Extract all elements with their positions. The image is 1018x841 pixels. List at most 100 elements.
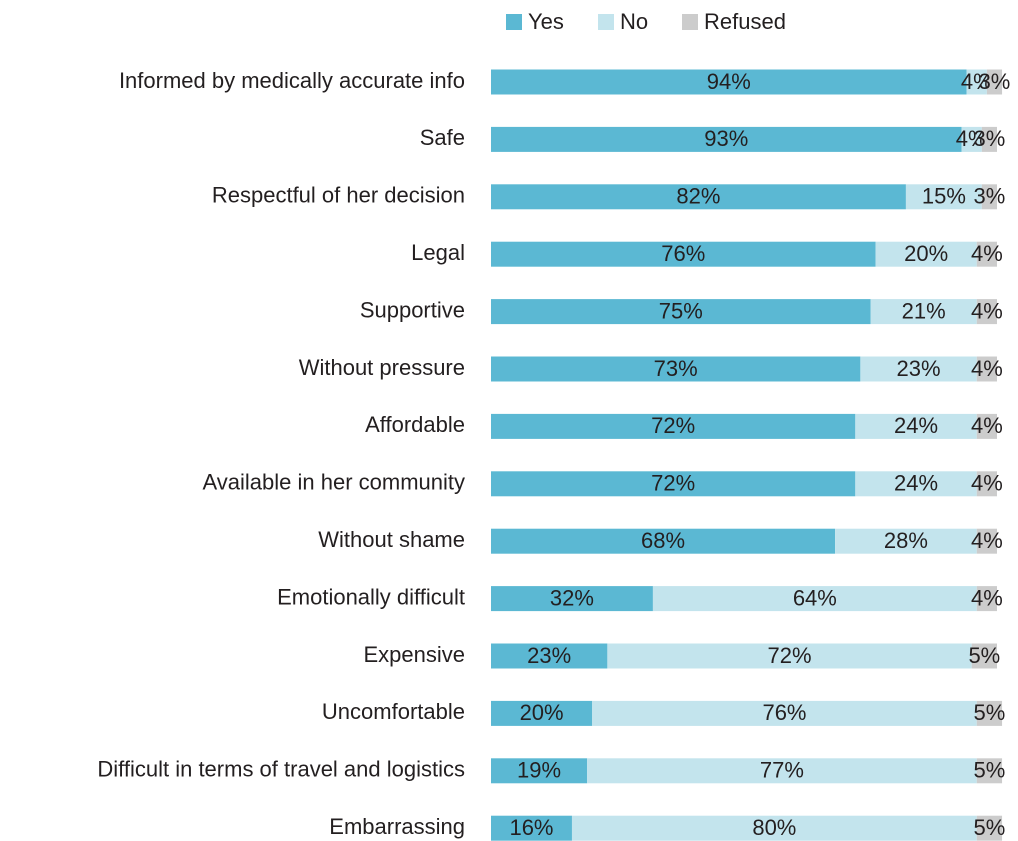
value-label: 72%: [651, 471, 695, 496]
bar-segment: [607, 643, 972, 669]
bar-segment: [971, 643, 997, 669]
legend-swatch: [682, 14, 698, 30]
category-label: Safe: [420, 125, 465, 150]
category-label: Supportive: [360, 297, 465, 322]
value-label: 82%: [676, 184, 720, 209]
value-label: 4%: [971, 471, 1003, 496]
bar-segment: [491, 528, 836, 554]
bar-segment: [491, 643, 608, 669]
bar-segment: [860, 356, 977, 382]
bar-segment: [976, 758, 1003, 784]
value-label: 5%: [968, 643, 1000, 668]
bar-segment: [491, 241, 876, 267]
bar-segment: [855, 471, 977, 497]
bar-segment: [491, 184, 906, 210]
bar-segment: [976, 241, 997, 267]
bar-segment: [491, 413, 856, 439]
bar-segment: [981, 126, 997, 152]
bar-segment: [491, 758, 588, 784]
category-label: Informed by medically accurate info: [119, 68, 465, 93]
value-label: 4%: [971, 413, 1003, 438]
category-label: Affordable: [365, 412, 465, 437]
value-label: 4%: [971, 528, 1003, 553]
value-label: 77%: [760, 758, 804, 783]
bar-segment: [981, 184, 997, 210]
value-label: 80%: [752, 815, 796, 840]
legend-swatch: [598, 14, 614, 30]
value-label: 64%: [793, 585, 837, 610]
bar-segment: [491, 356, 861, 382]
value-label: 16%: [509, 815, 553, 840]
value-label: 94%: [707, 69, 751, 94]
bar-segment: [976, 471, 997, 497]
value-label: 24%: [894, 471, 938, 496]
value-label: 93%: [704, 126, 748, 151]
bar-segment: [592, 700, 977, 726]
bar-segment: [976, 413, 997, 439]
value-label: 19%: [517, 758, 561, 783]
value-label: 75%: [659, 298, 703, 323]
value-label: 5%: [974, 815, 1006, 840]
category-label: Respectful of her decision: [212, 183, 465, 208]
bar-segment: [905, 184, 982, 210]
bar-segment: [976, 299, 997, 325]
legend-label: No: [620, 9, 648, 34]
category-label: Without pressure: [299, 355, 465, 380]
bar-segment: [976, 528, 997, 554]
value-label: 4%: [971, 585, 1003, 610]
value-label: 5%: [974, 700, 1006, 725]
value-label: 76%: [762, 700, 806, 725]
category-label: Difficult in terms of travel and logisti…: [97, 757, 465, 782]
value-label: 4%: [971, 241, 1003, 266]
bar-segment: [491, 69, 967, 95]
value-label: 21%: [902, 298, 946, 323]
value-label: 72%: [651, 413, 695, 438]
category-label: Emotionally difficult: [277, 584, 465, 609]
value-label: 5%: [974, 758, 1006, 783]
category-label: Embarrassing: [329, 814, 465, 839]
bar-segment: [491, 471, 856, 497]
bar-segment: [835, 528, 977, 554]
value-label: 4%: [971, 356, 1003, 381]
category-label: Without shame: [318, 527, 465, 552]
value-label: 32%: [550, 585, 594, 610]
bar-segment: [976, 586, 997, 612]
legend-label: Yes: [528, 9, 564, 34]
category-label: Uncomfortable: [322, 699, 465, 724]
value-label: 24%: [894, 413, 938, 438]
value-label: 68%: [641, 528, 685, 553]
bar-segment: [870, 299, 977, 325]
value-label: 20%: [520, 700, 564, 725]
bar-segment: [855, 413, 977, 439]
bar-segment: [491, 299, 871, 325]
bar-segment: [986, 69, 1003, 95]
bar-segment: [961, 126, 982, 152]
value-label: 23%: [527, 643, 571, 668]
bar-segment: [875, 241, 977, 267]
bar-segment: [571, 815, 977, 841]
value-label: 73%: [654, 356, 698, 381]
value-label: 4%: [971, 298, 1003, 323]
bar-segment: [491, 700, 593, 726]
bar-segment: [966, 69, 987, 95]
bar-segment: [976, 700, 1003, 726]
category-label: Available in her community: [203, 470, 466, 495]
category-label: Legal: [411, 240, 465, 265]
value-label: 3%: [974, 126, 1006, 151]
value-label: 72%: [768, 643, 812, 668]
bar-segment: [491, 126, 962, 152]
bar-segment: [491, 586, 653, 612]
value-label: 76%: [661, 241, 705, 266]
value-label: 15%: [922, 184, 966, 209]
value-label: 20%: [904, 241, 948, 266]
value-label: 3%: [974, 184, 1006, 209]
value-label: 23%: [897, 356, 941, 381]
bar-segment: [652, 586, 977, 612]
value-label: 3%: [979, 69, 1011, 94]
category-label: Expensive: [363, 642, 465, 667]
legend-label: Refused: [704, 9, 786, 34]
bar-segment: [587, 758, 977, 784]
bar-segment: [976, 815, 1003, 841]
